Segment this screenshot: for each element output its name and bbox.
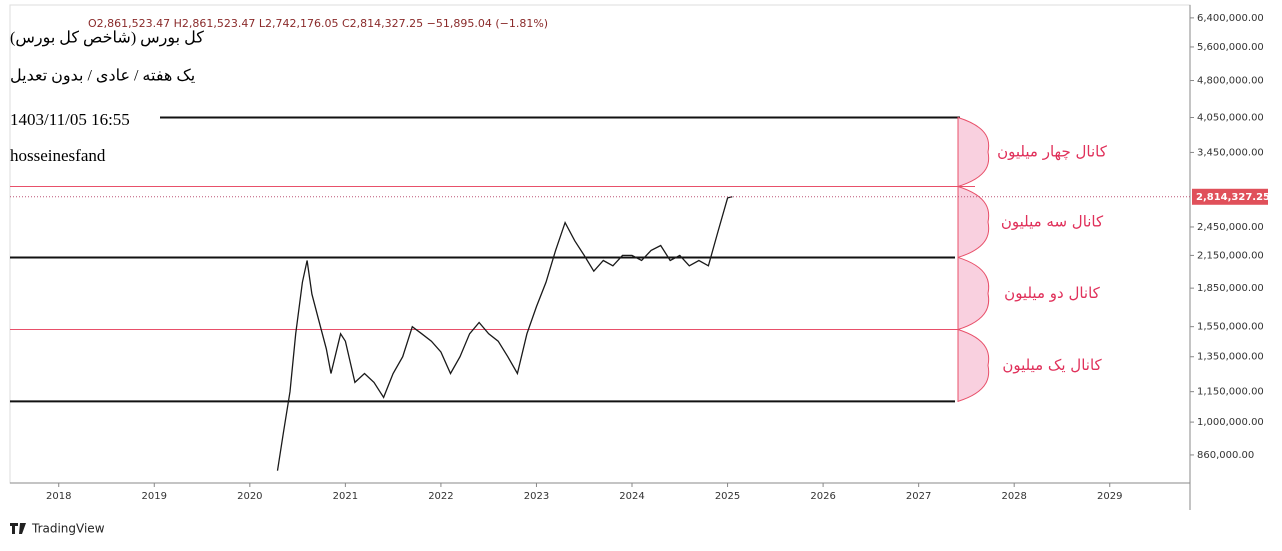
y-tick-label: 2,450,000.00 [1197,222,1264,233]
brand: TradingView [31,522,105,536]
channel-brace [957,116,990,188]
x-tick-label: 2018 [46,491,71,502]
price-line [276,196,733,471]
price-marker [1192,188,1268,205]
x-tick-label: 2025 [715,491,740,502]
x-tick-label: 2027 [906,491,931,502]
y-tick-label: 4,800,000.00 [1197,76,1264,87]
y-tick-label: 1,000,000.00 [1197,417,1264,428]
y-tick-label: 3,450,000.00 [1197,147,1264,158]
channel-brace [957,328,990,403]
x-tick-label: 2020 [237,491,262,502]
price-marker-label: 2,814,327.25 [1196,192,1270,203]
date: 1403/11/05 16:55 [10,110,130,129]
y-tick-label: 4,050,000.00 [1197,113,1264,124]
logo [10,523,26,534]
y-tick-label: 1,150,000.00 [1197,387,1264,398]
y-tick-label: 2,150,000.00 [1197,250,1264,261]
y-tick-label: 1,850,000.00 [1197,283,1264,294]
x-tick-label: 2026 [810,491,835,502]
author: hosseinesfand [10,146,106,165]
channel-label: کانال دو میلیون [1004,284,1100,302]
x-tick-label: 2023 [524,491,549,502]
x-tick-label: 2029 [1097,491,1122,502]
subtitle: یک هفته / عادی / بدون تعدیل [10,68,195,85]
y-tick-label: 860,000.00 [1197,450,1254,461]
y-tick-label: 1,550,000.00 [1197,322,1264,333]
y-tick-label: 1,350,000.00 [1197,352,1264,363]
x-tick-label: 2028 [1001,491,1026,502]
x-tick-label: 2022 [428,491,453,502]
channel-label: کانال سه میلیون [1001,212,1104,230]
channel-label: کانال یک میلیون [1002,356,1102,374]
y-tick-label: 6,400,000.00 [1197,13,1264,24]
x-tick-label: 2021 [333,491,358,502]
channel-label: کانال چهار میلیون [997,143,1108,161]
y-tick-label: 5,600,000.00 [1197,42,1264,53]
channel-brace [957,256,990,331]
x-tick-label: 2024 [619,491,644,502]
title: کل بورس (شاخص کل بورس) [10,30,204,47]
x-tick-label: 2019 [142,491,167,502]
ohlc: O2,861,523.47 H2,861,523.47 L2,742,176.0… [88,17,548,30]
